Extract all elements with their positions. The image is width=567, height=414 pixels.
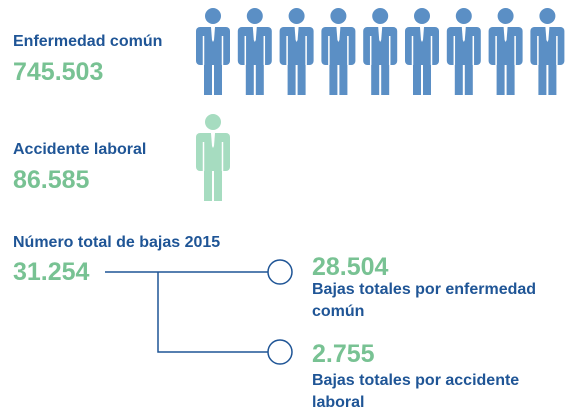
person-icon [487,7,524,96]
person-icon [195,7,231,96]
person-icon [446,7,482,96]
label: Número total de bajas 2015 [13,234,221,251]
label: Bajas totales por enfermedad común [312,281,537,320]
label: Enfermedad común [13,33,163,50]
icon-row [195,7,566,96]
person-icon [195,113,231,202]
label: Accidente laboral [13,141,147,158]
label: Bajas totales por accidente laboral [312,372,520,411]
value: 745.503 [13,58,104,86]
value: 2.755 [312,340,375,368]
person-icon [404,7,440,96]
connector [105,259,293,365]
person-icon [278,7,315,96]
value: 28.504 [312,253,389,281]
person-icon [320,7,357,96]
value: 31.254 [13,258,90,286]
value: 86.585 [13,166,90,194]
person-icon [237,7,273,96]
person-icon [362,7,398,96]
person-icon [529,7,566,96]
